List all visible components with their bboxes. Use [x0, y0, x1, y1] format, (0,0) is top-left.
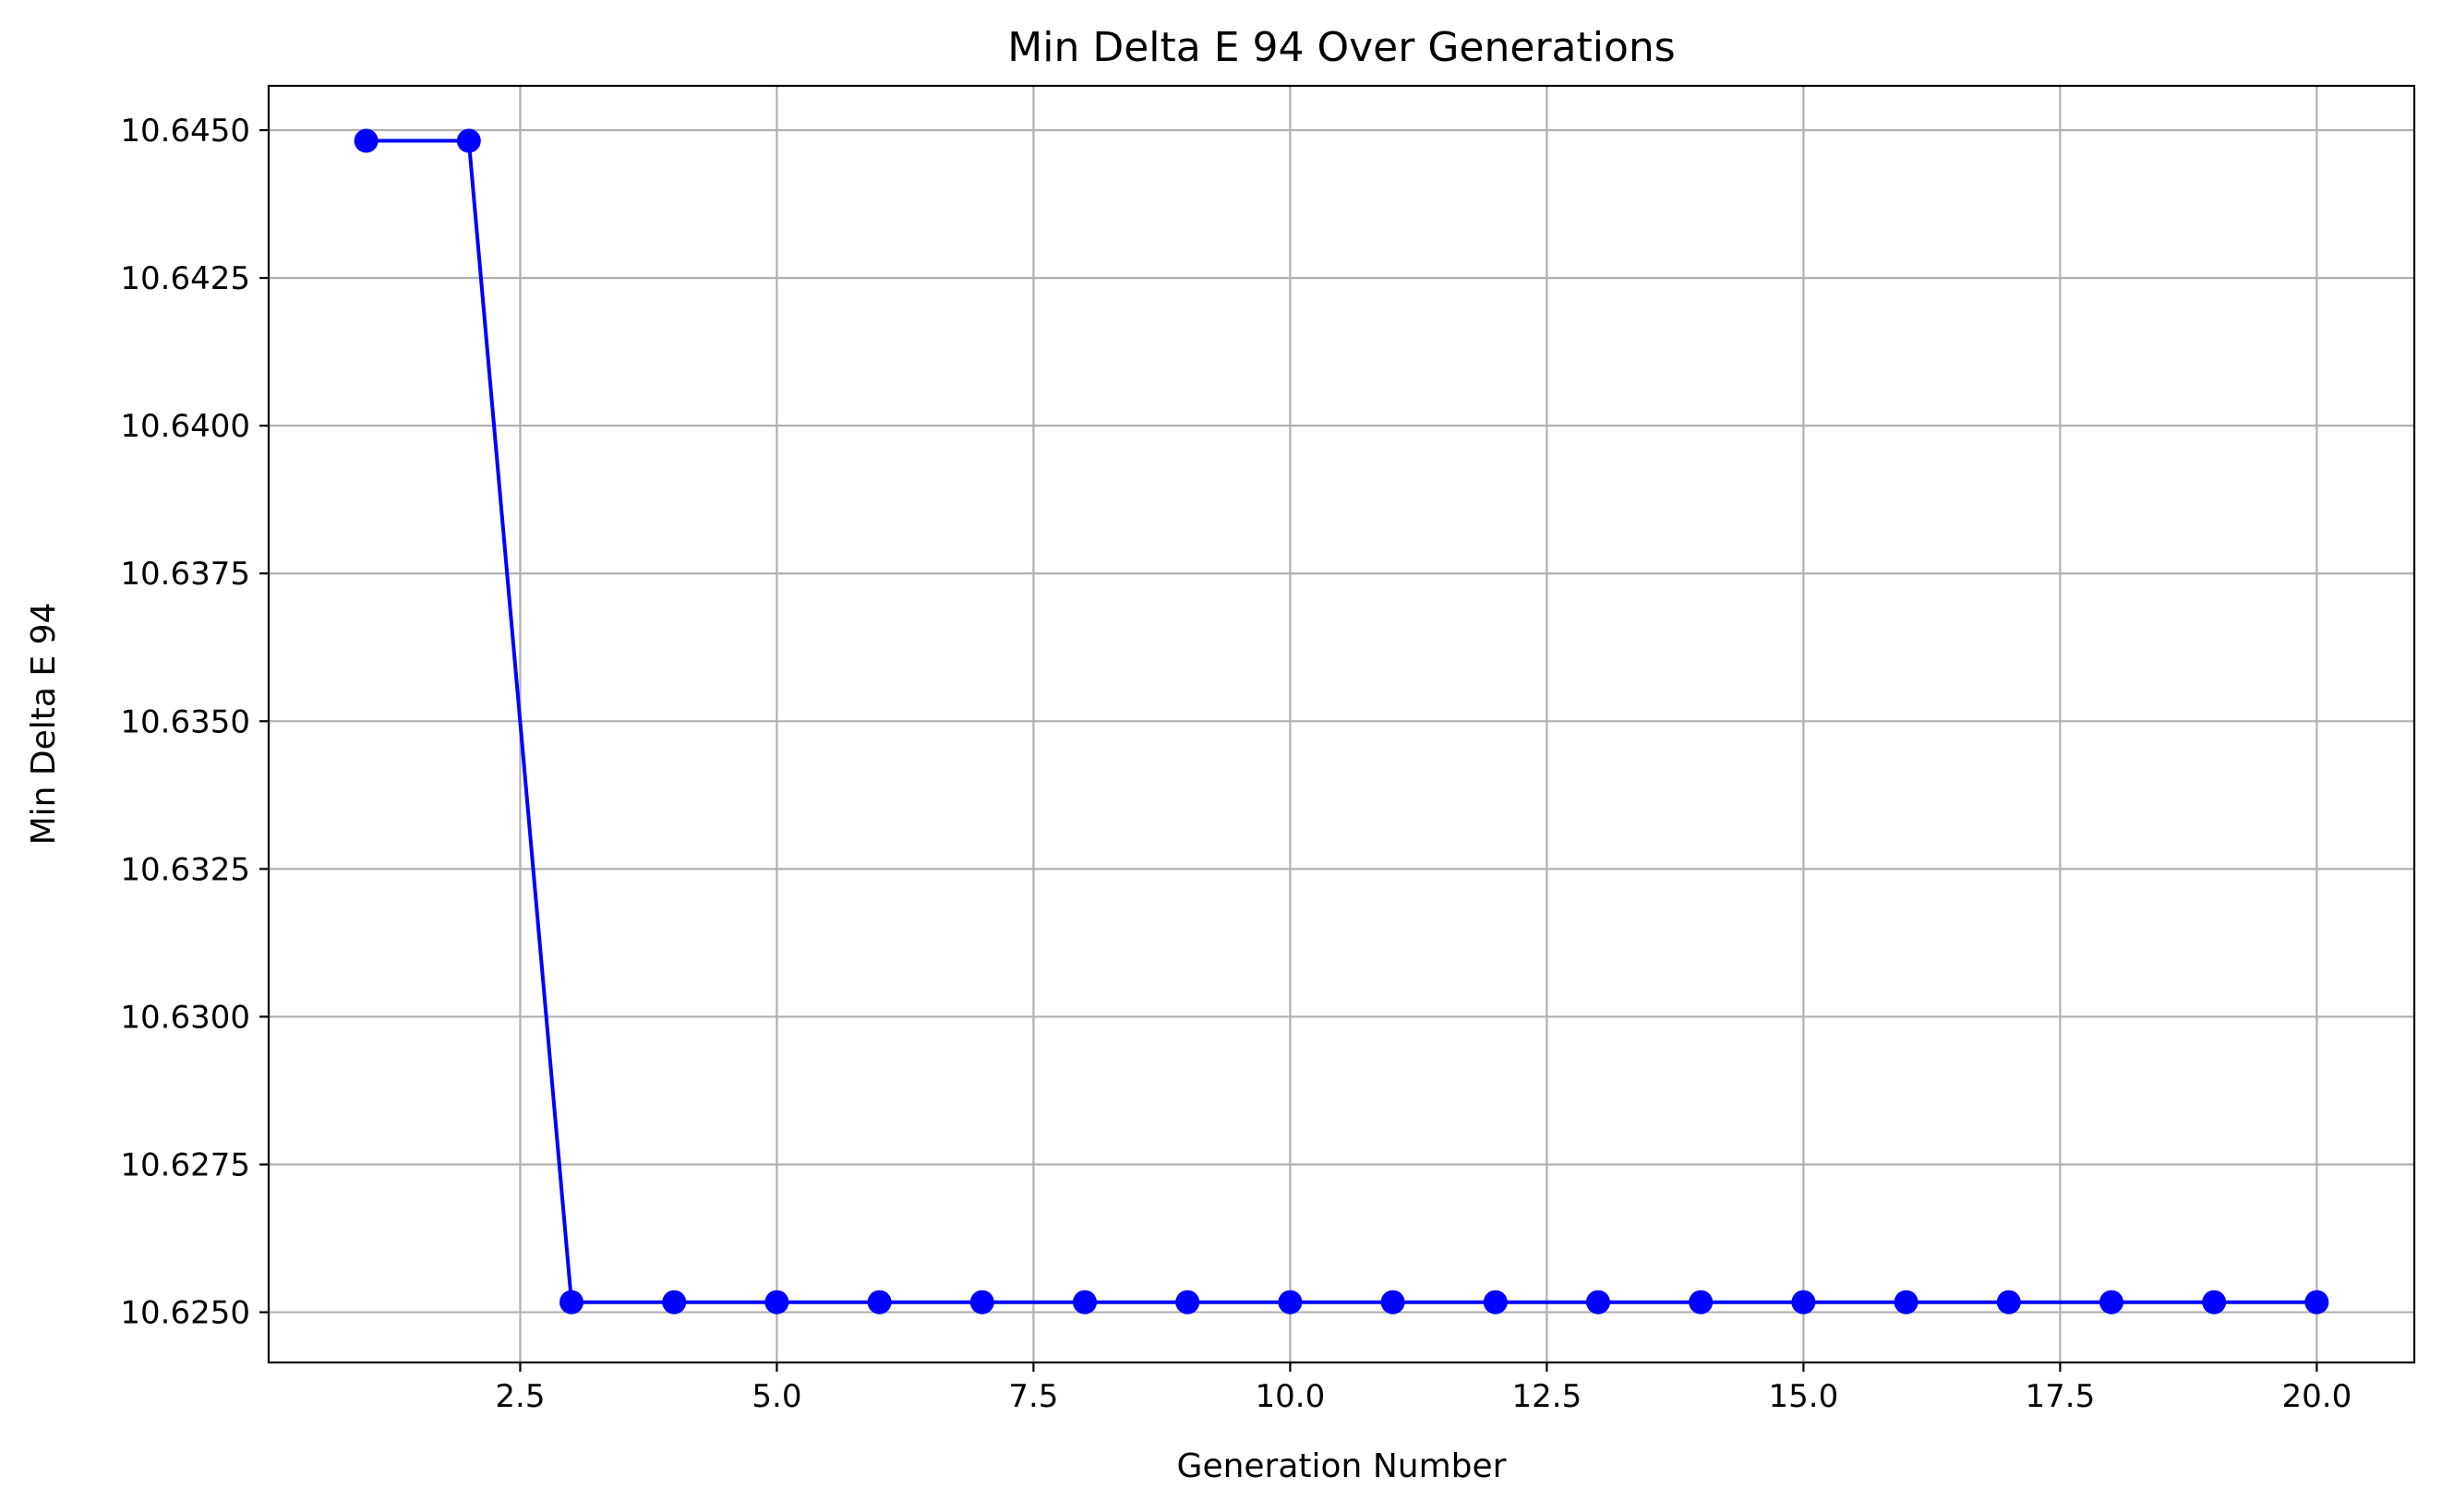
y-tick-label: 10.6400: [120, 408, 250, 445]
data-point: [1996, 1290, 2021, 1314]
x-tick-label: 2.5: [495, 1378, 545, 1415]
data-point: [1175, 1290, 1200, 1314]
y-axis-label: Min Delta E 94: [25, 603, 63, 846]
plot-frame: [267, 84, 2416, 1364]
data-point: [969, 1290, 994, 1314]
data-point: [2304, 1290, 2329, 1314]
data-point: [1073, 1290, 1098, 1314]
y-tick-label: 10.6425: [120, 260, 250, 297]
grid: [269, 86, 2414, 1362]
x-tick-label: 7.5: [1008, 1378, 1058, 1415]
y-tick-label: 10.6450: [120, 113, 250, 150]
chart-title: Min Delta E 94 Over Generations: [1007, 24, 1675, 71]
y-tick-label: 10.6275: [120, 1147, 250, 1184]
data-point: [662, 1290, 687, 1314]
x-tick-label: 10.0: [1256, 1378, 1326, 1415]
x-tick-label: 15.0: [1769, 1378, 1839, 1415]
x-tick-label: 20.0: [2282, 1378, 2352, 1415]
data-point: [2202, 1290, 2227, 1314]
y-tick-label: 10.6325: [120, 851, 250, 888]
y-tick-label: 10.6350: [120, 703, 250, 740]
data-point: [456, 128, 481, 153]
axis-ticks: 2.5 5.0 7.5 10.0 12.5 15.0 17.5 20.0 10.6250 10.6…: [120, 113, 2352, 1415]
x-tick-label: 12.5: [1512, 1378, 1582, 1415]
data-point: [2099, 1290, 2123, 1314]
data-point: [1278, 1290, 1303, 1314]
data-point: [1689, 1290, 1714, 1314]
data-point: [1585, 1290, 1610, 1314]
x-axis-label: Generation Number: [1177, 1447, 1507, 1485]
data-point: [354, 128, 379, 153]
data-point: [764, 1290, 789, 1314]
x-tick-label: 17.5: [2026, 1378, 2096, 1415]
data-point: [1791, 1290, 1816, 1314]
data-point: [1380, 1290, 1405, 1314]
y-tick-label: 10.6300: [120, 999, 250, 1036]
series-line: [366, 138, 2317, 1304]
data-point: [1894, 1290, 1919, 1314]
data-point: [1483, 1290, 1508, 1314]
data-point: [559, 1290, 584, 1314]
y-tick-label: 10.6375: [120, 556, 250, 593]
data-point: [867, 1290, 892, 1314]
y-tick-label: 10.6250: [120, 1295, 250, 1332]
x-tick-label: 5.0: [752, 1378, 801, 1415]
series-layer: [354, 128, 2329, 1314]
